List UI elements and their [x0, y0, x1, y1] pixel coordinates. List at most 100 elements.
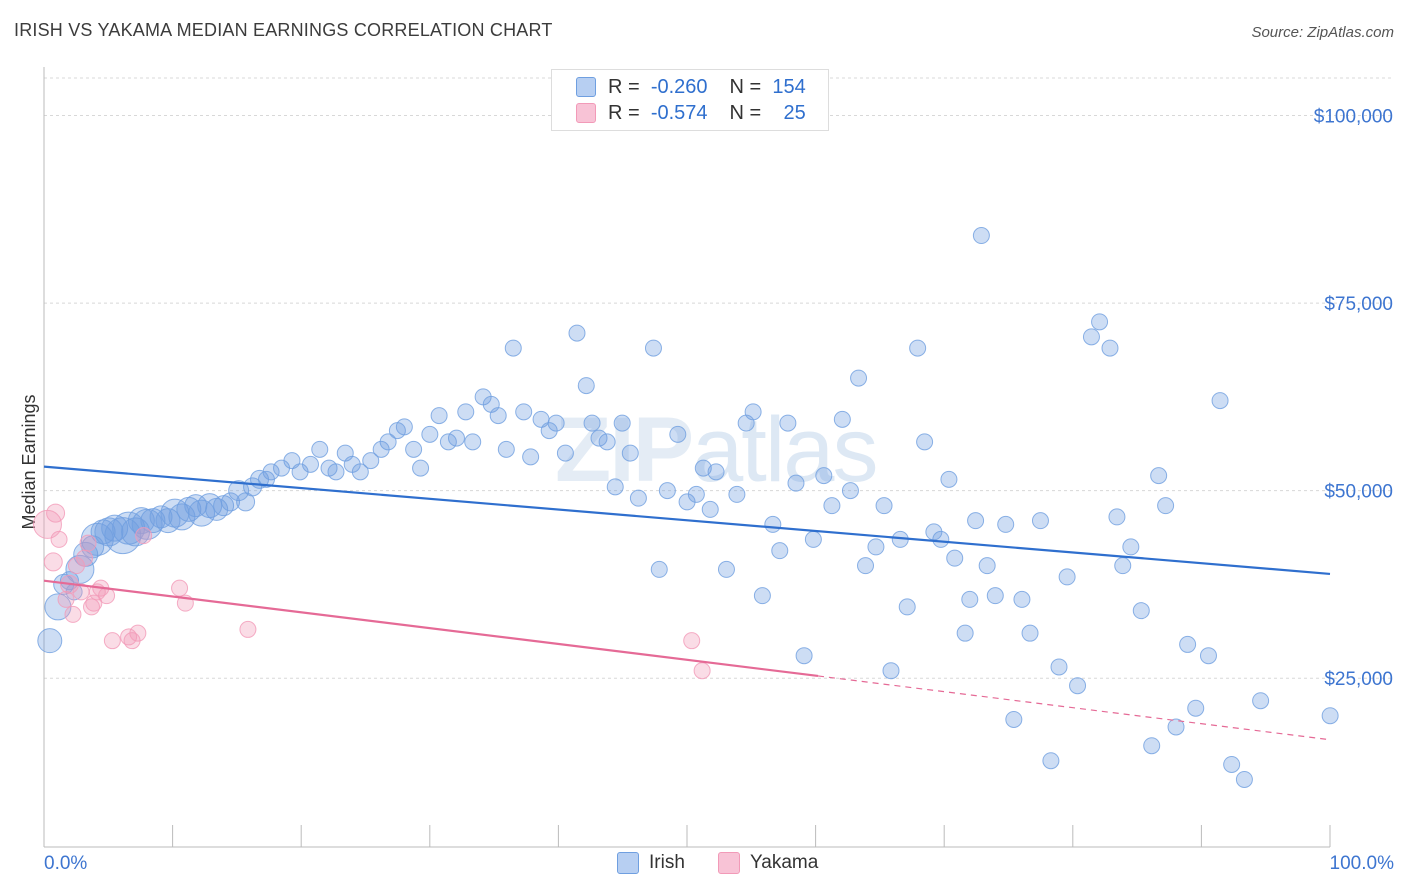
- series-legend-irish[interactable]: Irish: [617, 852, 685, 874]
- yakama-point: [135, 527, 153, 545]
- irish-point: [815, 467, 833, 485]
- irish-point: [1031, 512, 1049, 530]
- irish-point: [1157, 497, 1175, 515]
- irish-legend-swatch: [617, 852, 639, 874]
- irish-point: [1069, 677, 1087, 695]
- irish-point: [522, 448, 540, 466]
- irish-n-value: 154: [772, 75, 806, 98]
- series-legend: Irish Yakama: [0, 852, 1406, 876]
- irish-point: [90, 519, 116, 545]
- irish-point: [547, 414, 565, 432]
- yakama-point: [85, 594, 103, 612]
- irish-point: [753, 587, 771, 605]
- irish-point: [430, 407, 448, 425]
- yakama-trend-extension: [817, 675, 1331, 741]
- yakama-point: [64, 605, 82, 623]
- yakama-point: [76, 549, 94, 567]
- irish-point: [447, 429, 465, 447]
- yakama-point: [57, 590, 75, 608]
- irish-point: [405, 440, 423, 458]
- irish-point: [658, 482, 676, 500]
- irish-point: [629, 489, 647, 507]
- irish-point: [379, 433, 397, 451]
- irish-point: [650, 560, 668, 578]
- irish-point: [327, 463, 345, 481]
- irish-point: [875, 497, 893, 515]
- irish-point: [972, 227, 990, 245]
- irish-point: [744, 403, 762, 421]
- irish-point: [131, 508, 163, 540]
- yakama-r-label: R =: [608, 101, 640, 124]
- irish-point: [967, 512, 985, 530]
- yakama-point: [79, 534, 97, 552]
- irish-point: [412, 459, 430, 477]
- x-tick-label-max: 100.0%: [1330, 853, 1395, 874]
- irish-r-value: -0.260: [650, 75, 708, 98]
- irish-point: [1114, 557, 1132, 575]
- irish-point: [940, 470, 958, 488]
- irish-point: [857, 557, 875, 575]
- irish-swatch: [576, 77, 596, 97]
- yakama-point: [129, 624, 147, 642]
- irish-point: [867, 538, 885, 556]
- irish-point: [101, 514, 129, 542]
- irish-point: [439, 433, 457, 451]
- x-tick-label-min: 0.0%: [44, 853, 87, 874]
- irish-point: [841, 482, 859, 500]
- legend-row-irish: R = -0.260 N = 154: [576, 74, 806, 100]
- irish-point: [497, 440, 515, 458]
- irish-point: [1122, 538, 1140, 556]
- irish-point: [1050, 658, 1068, 676]
- y-tick-label: $50,000: [1324, 482, 1393, 503]
- irish-r-label: R =: [608, 75, 640, 98]
- yakama-n-value: 25: [783, 101, 806, 124]
- irish-point: [669, 425, 687, 443]
- irish-point: [1058, 568, 1076, 586]
- irish-n-label: N =: [729, 75, 762, 98]
- yakama-r-value: -0.574: [650, 101, 708, 124]
- irish-point: [771, 542, 789, 560]
- irish-point: [898, 598, 916, 616]
- irish-point: [701, 500, 719, 518]
- irish-point: [489, 407, 507, 425]
- irish-point: [1082, 328, 1100, 346]
- irish-point: [140, 508, 166, 534]
- irish-point: [221, 492, 241, 512]
- yakama-point: [239, 620, 257, 638]
- yakama-point: [46, 503, 66, 523]
- yakama-n-label: N =: [729, 101, 762, 124]
- irish-point: [598, 433, 616, 451]
- correlation-legend: R = -0.260 N = 154 R = -0.574 N = 25: [551, 69, 829, 131]
- irish-point: [1150, 467, 1168, 485]
- irish-point: [978, 557, 996, 575]
- yakama-swatch: [576, 103, 596, 123]
- series-legend-yakama[interactable]: Yakama: [718, 852, 818, 874]
- irish-point: [568, 324, 586, 342]
- irish-point: [1235, 770, 1253, 788]
- irish-point: [515, 403, 533, 421]
- irish-point: [787, 474, 805, 492]
- irish-point: [590, 429, 608, 447]
- irish-point: [997, 515, 1015, 533]
- irish-point: [1005, 710, 1023, 728]
- yakama-point: [103, 632, 121, 650]
- irish-point: [833, 410, 851, 428]
- irish-point: [1167, 718, 1185, 736]
- irish-point: [556, 444, 574, 462]
- irish-point: [606, 478, 624, 496]
- irish-point: [804, 530, 822, 548]
- yakama-point: [43, 552, 63, 572]
- irish-point: [728, 485, 746, 503]
- irish-point: [504, 339, 522, 357]
- irish-point: [1143, 737, 1161, 755]
- irish-point: [362, 452, 380, 470]
- irish-point: [795, 647, 813, 665]
- irish-point: [583, 414, 601, 432]
- irish-point: [956, 624, 974, 642]
- irish-point: [262, 463, 280, 481]
- irish-legend-label: Irish: [649, 852, 685, 873]
- irish-point: [882, 662, 900, 680]
- chart-title: IRISH VS YAKAMA MEDIAN EARNINGS CORRELAT…: [14, 20, 553, 40]
- irish-point: [37, 628, 63, 654]
- irish-point: [1211, 392, 1229, 410]
